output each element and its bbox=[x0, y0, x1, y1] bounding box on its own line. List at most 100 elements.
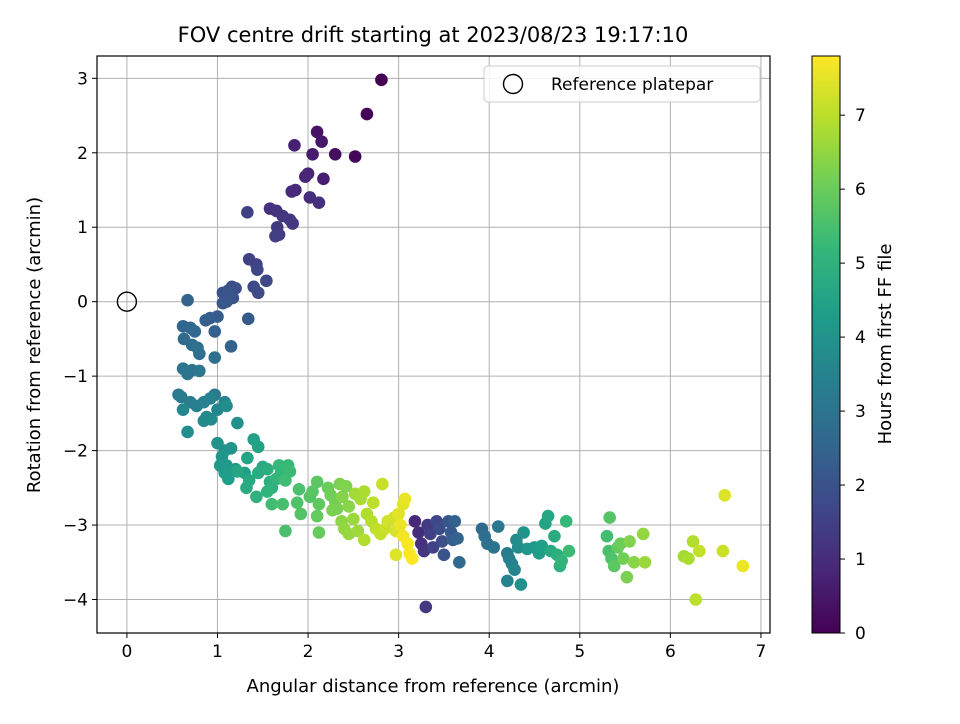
data-point bbox=[437, 548, 451, 562]
data-point bbox=[541, 509, 555, 523]
data-point bbox=[292, 483, 306, 496]
colorbar-tick-label: 0 bbox=[855, 624, 866, 644]
x-tick-label: 6 bbox=[665, 642, 676, 662]
colorbar-tick-label: 3 bbox=[855, 402, 866, 422]
data-point bbox=[208, 325, 222, 338]
x-tick-label: 0 bbox=[121, 642, 132, 662]
data-point bbox=[448, 515, 462, 528]
colorbar-gradient bbox=[811, 55, 841, 634]
data-point bbox=[176, 362, 190, 375]
data-point bbox=[191, 341, 204, 355]
data-point bbox=[312, 497, 326, 511]
x-tick-label: 5 bbox=[574, 642, 585, 662]
data-point bbox=[603, 511, 616, 524]
data-point bbox=[176, 403, 190, 416]
data-point bbox=[188, 325, 202, 338]
data-point bbox=[401, 537, 414, 550]
data-point bbox=[360, 107, 374, 121]
data-point bbox=[181, 293, 194, 307]
data-point bbox=[241, 206, 254, 219]
y-axis-label: Rotation from reference (arcmin) bbox=[24, 197, 45, 493]
data-point bbox=[419, 600, 433, 614]
data-point bbox=[408, 515, 422, 528]
data-point bbox=[204, 413, 218, 426]
data-point bbox=[366, 496, 380, 510]
data-point bbox=[224, 340, 238, 353]
data-point bbox=[718, 488, 732, 502]
data-point bbox=[279, 524, 292, 538]
x-axis-label: Angular distance from reference (arcmin) bbox=[247, 676, 620, 697]
data-point bbox=[310, 475, 324, 489]
data-point bbox=[693, 544, 706, 558]
chart-title: FOV centre drift starting at 2023/08/23 … bbox=[178, 23, 689, 47]
colorbar-tick-label: 5 bbox=[855, 254, 866, 274]
data-point bbox=[686, 535, 700, 548]
data-point bbox=[269, 229, 282, 243]
y-tick-label: −1 bbox=[63, 367, 88, 387]
data-point bbox=[279, 474, 292, 487]
data-point bbox=[199, 314, 212, 327]
data-point bbox=[357, 485, 371, 498]
colorbar: 0 1 2 3 4 5 6 7 bbox=[811, 55, 866, 644]
legend-marker-icon bbox=[502, 73, 524, 95]
data-point bbox=[240, 481, 253, 495]
data-point bbox=[517, 526, 530, 539]
data-point bbox=[193, 364, 206, 378]
data-point bbox=[501, 574, 514, 588]
colorbar-tick-label: 1 bbox=[855, 550, 866, 570]
data-point bbox=[328, 147, 342, 161]
colorbar-tick-label: 6 bbox=[855, 180, 866, 200]
data-point bbox=[351, 524, 365, 538]
data-point bbox=[251, 286, 265, 300]
data-point bbox=[312, 526, 326, 539]
x-tick-label: 7 bbox=[756, 642, 767, 662]
data-point bbox=[220, 399, 233, 413]
data-point bbox=[310, 125, 324, 139]
data-point bbox=[224, 442, 238, 455]
data-point bbox=[306, 147, 319, 161]
data-point bbox=[276, 497, 289, 511]
data-point bbox=[208, 351, 222, 364]
colorbar-tick-label: 4 bbox=[855, 328, 866, 348]
data-point bbox=[306, 485, 319, 498]
data-point bbox=[315, 135, 328, 148]
data-point bbox=[623, 535, 636, 548]
data-point bbox=[689, 593, 703, 606]
y-tick-label: 1 bbox=[77, 218, 88, 238]
data-point bbox=[272, 459, 286, 472]
data-point bbox=[290, 496, 304, 510]
data-point bbox=[260, 485, 274, 498]
data-point bbox=[285, 185, 299, 198]
legend-box bbox=[483, 65, 761, 103]
y-tick-label: −4 bbox=[63, 590, 88, 610]
x-tick-label: 4 bbox=[484, 642, 495, 662]
data-point bbox=[294, 507, 308, 521]
data-point bbox=[203, 392, 217, 405]
data-point bbox=[342, 500, 356, 513]
data-point bbox=[376, 477, 389, 491]
data-point bbox=[241, 312, 255, 326]
data-point bbox=[310, 509, 324, 523]
data-point bbox=[251, 263, 264, 276]
legend-label: Reference platepar bbox=[551, 75, 713, 95]
data-point bbox=[389, 548, 403, 562]
data-point bbox=[682, 552, 695, 565]
data-point bbox=[339, 480, 353, 493]
data-point bbox=[286, 217, 299, 230]
data-point bbox=[251, 440, 265, 454]
data-point bbox=[326, 503, 339, 517]
data-point bbox=[620, 570, 634, 584]
data-point bbox=[616, 552, 630, 565]
plot-frame bbox=[96, 55, 771, 634]
data-point bbox=[231, 465, 244, 478]
data-point bbox=[435, 535, 449, 548]
data-point bbox=[317, 172, 330, 186]
data-point bbox=[265, 497, 279, 511]
colorbar-tick-label: 7 bbox=[855, 106, 866, 126]
colorbar-tick-label: 2 bbox=[855, 476, 866, 496]
data-point bbox=[636, 527, 650, 541]
data-point bbox=[348, 150, 362, 163]
data-point bbox=[514, 578, 528, 591]
x-tick-label: 3 bbox=[393, 642, 404, 662]
